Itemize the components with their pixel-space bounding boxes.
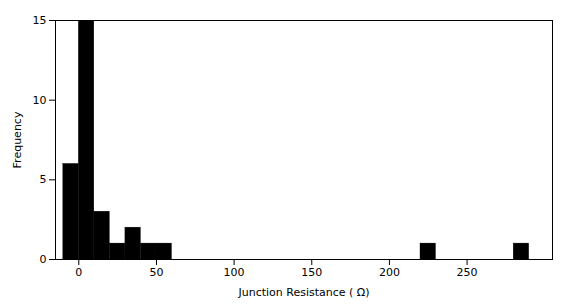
svg-text:Junction Resistance ( Ω): Junction Resistance ( Ω) bbox=[237, 286, 369, 299]
svg-text:15: 15 bbox=[33, 14, 47, 27]
svg-text:0: 0 bbox=[75, 266, 82, 279]
svg-text:0: 0 bbox=[40, 253, 47, 266]
svg-text:10: 10 bbox=[33, 94, 47, 107]
svg-text:150: 150 bbox=[301, 266, 322, 279]
svg-text:50: 50 bbox=[149, 266, 163, 279]
svg-text:250: 250 bbox=[457, 266, 478, 279]
svg-text:100: 100 bbox=[224, 266, 245, 279]
svg-text:5: 5 bbox=[40, 173, 47, 186]
svg-text:200: 200 bbox=[379, 266, 400, 279]
svg-text:Frequency: Frequency bbox=[11, 111, 24, 168]
